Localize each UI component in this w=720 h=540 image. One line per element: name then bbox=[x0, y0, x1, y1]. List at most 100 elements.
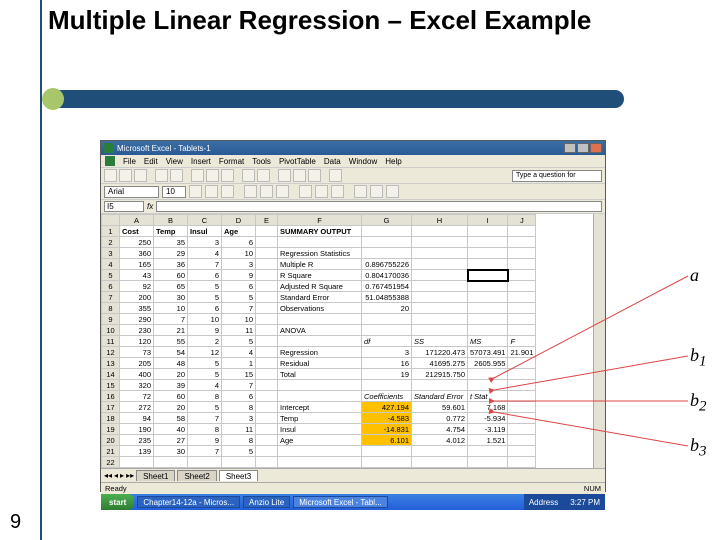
currency-icon[interactable] bbox=[299, 185, 312, 198]
tab-nav-prev-icon[interactable]: ◂ bbox=[114, 471, 118, 480]
menu-help[interactable]: Help bbox=[385, 157, 401, 166]
task-label: Anzio Lite bbox=[249, 498, 284, 507]
statusbar: Ready NUM bbox=[101, 482, 605, 494]
sheet-table: ABCDEFGHIJ1CostTempInsulAgeSUMMARY OUTPU… bbox=[101, 214, 536, 468]
bold-icon[interactable] bbox=[189, 185, 202, 198]
menu-insert[interactable]: Insert bbox=[191, 157, 211, 166]
annotation-a: a bbox=[690, 265, 699, 286]
save-icon[interactable] bbox=[134, 169, 147, 182]
cut-icon[interactable] bbox=[191, 169, 204, 182]
minimize-button[interactable] bbox=[564, 143, 576, 153]
ann-sub: 1 bbox=[699, 354, 707, 370]
help-search[interactable]: Type a question for bbox=[512, 170, 602, 182]
titlebar: Microsoft Excel - Tablets-1 bbox=[101, 141, 605, 155]
ann-sub: 3 bbox=[699, 444, 707, 460]
annotation-b1: b1 bbox=[690, 345, 707, 371]
paste-icon[interactable] bbox=[221, 169, 234, 182]
status-caps: NUM bbox=[584, 484, 601, 493]
menu-file[interactable]: File bbox=[123, 157, 136, 166]
cell-ref: I5 bbox=[107, 202, 114, 211]
formula-bar: I5 fx bbox=[101, 200, 605, 214]
undo-icon[interactable] bbox=[242, 169, 255, 182]
underline-icon[interactable] bbox=[221, 185, 234, 198]
redo-icon[interactable] bbox=[257, 169, 270, 182]
name-box[interactable]: I5 bbox=[104, 201, 144, 212]
menu-tools[interactable]: Tools bbox=[252, 157, 271, 166]
spreadsheet-grid[interactable]: ABCDEFGHIJ1CostTempInsulAgeSUMMARY OUTPU… bbox=[101, 214, 605, 468]
open-icon[interactable] bbox=[119, 169, 132, 182]
ann-b: b bbox=[690, 345, 699, 365]
ann-sub: 2 bbox=[699, 399, 707, 415]
sheet-tabstrip: ◂◂ ◂ ▸ ▸▸ Sheet1 Sheet2 Sheet3 bbox=[101, 468, 605, 482]
tab-nav-last-icon[interactable]: ▸▸ bbox=[126, 471, 134, 480]
font-color-icon[interactable] bbox=[386, 185, 399, 198]
copy-icon[interactable] bbox=[206, 169, 219, 182]
ann-b: b bbox=[690, 435, 699, 455]
align-right-icon[interactable] bbox=[276, 185, 289, 198]
tab-label: Sheet2 bbox=[184, 472, 209, 481]
font-size-combo[interactable]: 10 bbox=[162, 186, 186, 198]
italic-icon[interactable] bbox=[205, 185, 218, 198]
tab-sheet1[interactable]: Sheet1 bbox=[136, 470, 175, 481]
format-toolbar: Arial 10 bbox=[101, 184, 605, 200]
address-label: Address bbox=[529, 498, 558, 507]
font-name-combo[interactable]: Arial bbox=[104, 186, 159, 198]
zoom-icon[interactable] bbox=[329, 169, 342, 182]
standard-toolbar: Type a question for bbox=[101, 168, 605, 184]
tab-nav-next-icon[interactable]: ▸ bbox=[120, 471, 124, 480]
sort-icon[interactable] bbox=[293, 169, 306, 182]
clock: 3:27 PM bbox=[570, 498, 600, 507]
menu-format[interactable]: Format bbox=[219, 157, 244, 166]
tab-sheet3[interactable]: Sheet3 bbox=[219, 470, 258, 481]
align-left-icon[interactable] bbox=[244, 185, 257, 198]
task-item-3[interactable]: Microsoft Excel - Tabl... bbox=[293, 496, 388, 508]
menu-pivot[interactable]: PivotTable bbox=[279, 157, 316, 166]
scrollbar-v[interactable] bbox=[593, 214, 605, 468]
maximize-button[interactable] bbox=[577, 143, 589, 153]
task-label: Chapter14-12a - Micros... bbox=[143, 498, 234, 507]
menu-window[interactable]: Window bbox=[349, 157, 377, 166]
menubar: File Edit View Insert Format Tools Pivot… bbox=[101, 155, 605, 168]
sum-icon[interactable] bbox=[278, 169, 291, 182]
borders-icon[interactable] bbox=[354, 185, 367, 198]
start-button[interactable]: start bbox=[101, 494, 134, 510]
task-label: Microsoft Excel - Tabl... bbox=[299, 498, 382, 507]
task-item-1[interactable]: Chapter14-12a - Micros... bbox=[137, 496, 240, 508]
left-rule bbox=[40, 0, 42, 540]
formula-input[interactable] bbox=[156, 201, 602, 212]
ann-b: b bbox=[690, 390, 699, 410]
font-size-value: 10 bbox=[166, 187, 175, 196]
new-icon[interactable] bbox=[104, 169, 117, 182]
app-icon bbox=[104, 143, 114, 153]
percent-icon[interactable] bbox=[315, 185, 328, 198]
annotation-b3: b3 bbox=[690, 435, 707, 461]
tab-sheet2[interactable]: Sheet2 bbox=[177, 470, 216, 481]
menu-data[interactable]: Data bbox=[324, 157, 341, 166]
tab-nav-first-icon[interactable]: ◂◂ bbox=[104, 471, 112, 480]
accent-bar bbox=[44, 90, 624, 108]
tab-label: Sheet1 bbox=[143, 472, 168, 481]
fx-icon[interactable]: fx bbox=[147, 202, 153, 211]
close-button[interactable] bbox=[590, 143, 602, 153]
doc-icon bbox=[105, 156, 115, 166]
annotation-b2: b2 bbox=[690, 390, 707, 416]
fill-icon[interactable] bbox=[370, 185, 383, 198]
preview-icon[interactable] bbox=[170, 169, 183, 182]
windows-taskbar: start Chapter14-12a - Micros... Anzio Li… bbox=[101, 494, 605, 510]
slide-title: Multiple Linear Regression – Excel Examp… bbox=[0, 0, 720, 36]
window-title: Microsoft Excel - Tablets-1 bbox=[117, 144, 211, 153]
menu-view[interactable]: View bbox=[166, 157, 183, 166]
menu-edit[interactable]: Edit bbox=[144, 157, 158, 166]
print-icon[interactable] bbox=[155, 169, 168, 182]
status-text: Ready bbox=[105, 484, 127, 493]
accent-dot bbox=[42, 88, 64, 110]
system-tray[interactable]: Address 3:27 PM bbox=[524, 494, 605, 510]
align-center-icon[interactable] bbox=[260, 185, 273, 198]
chart-icon[interactable] bbox=[308, 169, 321, 182]
font-name-value: Arial bbox=[108, 187, 124, 196]
task-item-2[interactable]: Anzio Lite bbox=[243, 496, 290, 508]
excel-window: Microsoft Excel - Tablets-1 File Edit Vi… bbox=[100, 140, 606, 492]
comma-icon[interactable] bbox=[331, 185, 344, 198]
page-number: 9 bbox=[10, 511, 21, 534]
tab-label: Sheet3 bbox=[226, 472, 251, 481]
